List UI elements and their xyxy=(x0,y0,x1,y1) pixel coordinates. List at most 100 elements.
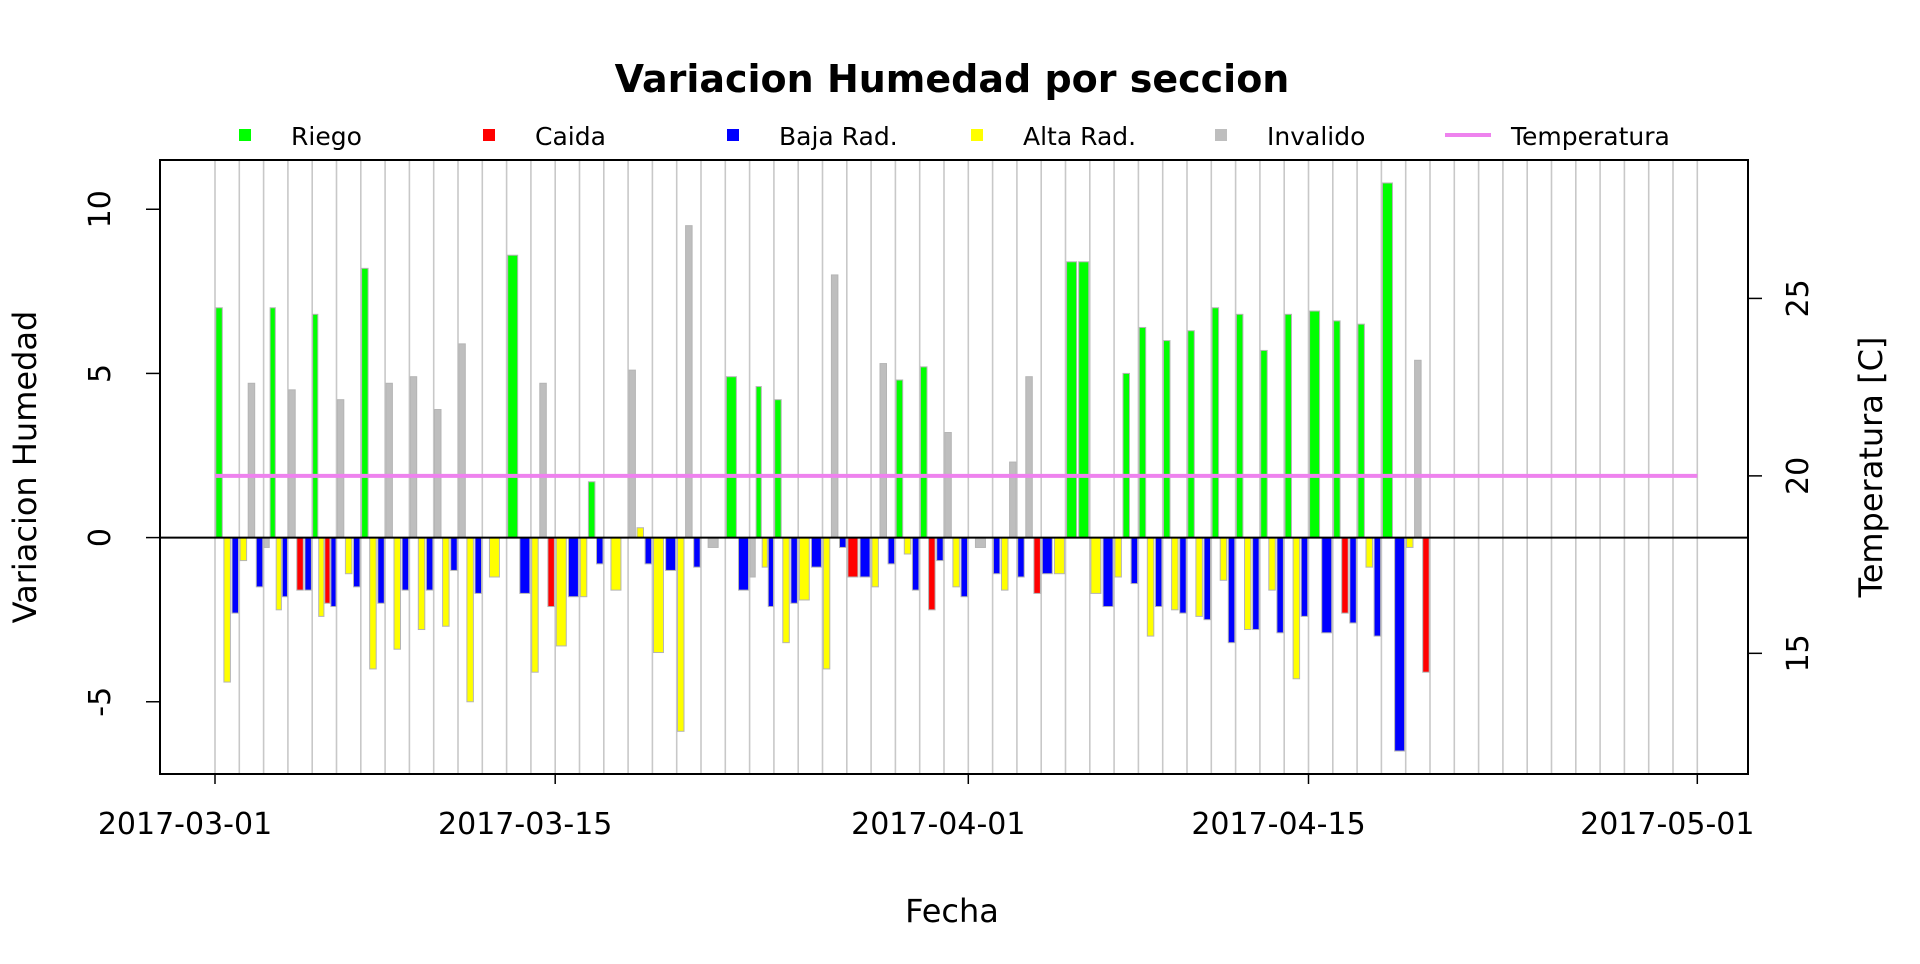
bar-I xyxy=(1025,376,1033,539)
bar-C xyxy=(547,537,555,608)
bar-B xyxy=(1252,537,1260,631)
bar-B xyxy=(1321,537,1333,634)
bar-I xyxy=(385,382,393,539)
bar-R xyxy=(1211,307,1220,539)
bar-R xyxy=(215,307,223,539)
bar-B xyxy=(1373,537,1382,637)
bar-A xyxy=(798,537,810,601)
bar-I xyxy=(1414,359,1422,539)
bar-A xyxy=(822,537,831,670)
bar-B xyxy=(281,537,288,598)
bar-B xyxy=(474,537,482,594)
bar-B xyxy=(644,537,653,565)
bar-A xyxy=(610,537,622,591)
bar-A xyxy=(466,537,474,703)
bar-R xyxy=(1260,349,1268,539)
bar-B xyxy=(1349,537,1357,624)
bar-R xyxy=(1187,330,1195,539)
bar-B xyxy=(1130,537,1139,585)
bar-A xyxy=(555,537,567,647)
bar-A xyxy=(1244,537,1252,631)
bar-B xyxy=(911,537,920,591)
x-tick-label: 2017-03-01 xyxy=(98,807,272,842)
bar-C xyxy=(928,537,936,611)
bar-R xyxy=(1078,261,1090,539)
bar-B xyxy=(401,537,410,591)
bar-B xyxy=(1227,537,1236,644)
chart-title: Variacion Humedad por seccion xyxy=(615,57,1290,101)
y-tick-label: 0 xyxy=(83,528,118,547)
bar-A xyxy=(369,537,377,670)
bar-B xyxy=(738,537,750,591)
bar-A xyxy=(1053,537,1065,575)
bar-I xyxy=(434,409,442,539)
bar-A xyxy=(488,537,500,578)
bar-R xyxy=(1333,320,1341,539)
legend-swatch xyxy=(971,129,983,141)
bar-B xyxy=(377,537,385,604)
bar-B xyxy=(1203,537,1211,621)
bar-B xyxy=(887,537,896,565)
bar-B xyxy=(596,537,604,565)
y-tick-label: -5 xyxy=(83,687,118,717)
bar-B xyxy=(839,537,847,548)
bar-B xyxy=(992,537,1001,575)
bar-B xyxy=(1017,537,1025,578)
y-tick-label: 10 xyxy=(83,190,118,228)
bar-R xyxy=(507,254,519,539)
bar-A xyxy=(275,537,282,611)
bar-R xyxy=(1357,323,1365,539)
bar-B xyxy=(936,537,944,562)
bar-B xyxy=(330,537,337,608)
bar-I xyxy=(288,389,296,539)
bottom-axis: 2017-03-01 2017-03-15 2017-04-01 2017-04-15… xyxy=(98,774,1754,842)
bar-B xyxy=(1394,537,1406,752)
bar-B xyxy=(1102,537,1114,608)
bar-I xyxy=(1009,461,1017,539)
bar-I xyxy=(707,537,719,548)
bar-R xyxy=(1309,310,1321,539)
bar-A xyxy=(344,537,353,575)
x-axis-label: Fecha xyxy=(905,892,999,930)
x-tick-label: 2017-03-15 xyxy=(438,807,612,842)
bar-B xyxy=(1041,537,1053,575)
bar-B xyxy=(425,537,434,591)
bar-A xyxy=(761,537,768,568)
bar-A xyxy=(1292,537,1301,680)
bar-B xyxy=(353,537,361,588)
bar-A xyxy=(1195,537,1203,617)
legend-label: Baja Rad. xyxy=(779,122,898,151)
y2-tick-label: 20 xyxy=(1781,457,1816,495)
bar-A xyxy=(652,537,664,654)
bar-B xyxy=(665,537,677,571)
x-tick-label: 2017-04-15 xyxy=(1191,807,1365,842)
bar-R xyxy=(312,313,319,539)
bar-A xyxy=(1219,537,1228,581)
bar-R xyxy=(725,376,737,539)
bar-C xyxy=(847,537,859,578)
bar-A xyxy=(393,537,401,650)
bar-I xyxy=(974,537,986,548)
legend-swatch xyxy=(727,129,739,141)
bar-B xyxy=(790,537,798,604)
bar-A xyxy=(1090,537,1102,594)
bar-C xyxy=(296,537,304,591)
bar-B xyxy=(1300,537,1309,617)
right-axis: 15 20 25 xyxy=(1748,279,1816,672)
legend-label: Caida xyxy=(535,122,606,151)
bar-R xyxy=(895,379,904,539)
bar-B xyxy=(1179,537,1187,614)
bar-I xyxy=(336,399,345,539)
y2-tick-label: 15 xyxy=(1781,634,1816,672)
bar-I xyxy=(830,274,839,539)
legend-label: Riego xyxy=(291,122,362,151)
bar-A xyxy=(417,537,426,631)
bar-A xyxy=(1171,537,1179,611)
plot-frame xyxy=(159,159,1749,775)
bar-B xyxy=(231,537,239,614)
legend-label: Invalido xyxy=(1267,122,1365,151)
bar-A xyxy=(1001,537,1009,591)
bar-A xyxy=(531,537,539,673)
bar-B xyxy=(450,537,458,571)
